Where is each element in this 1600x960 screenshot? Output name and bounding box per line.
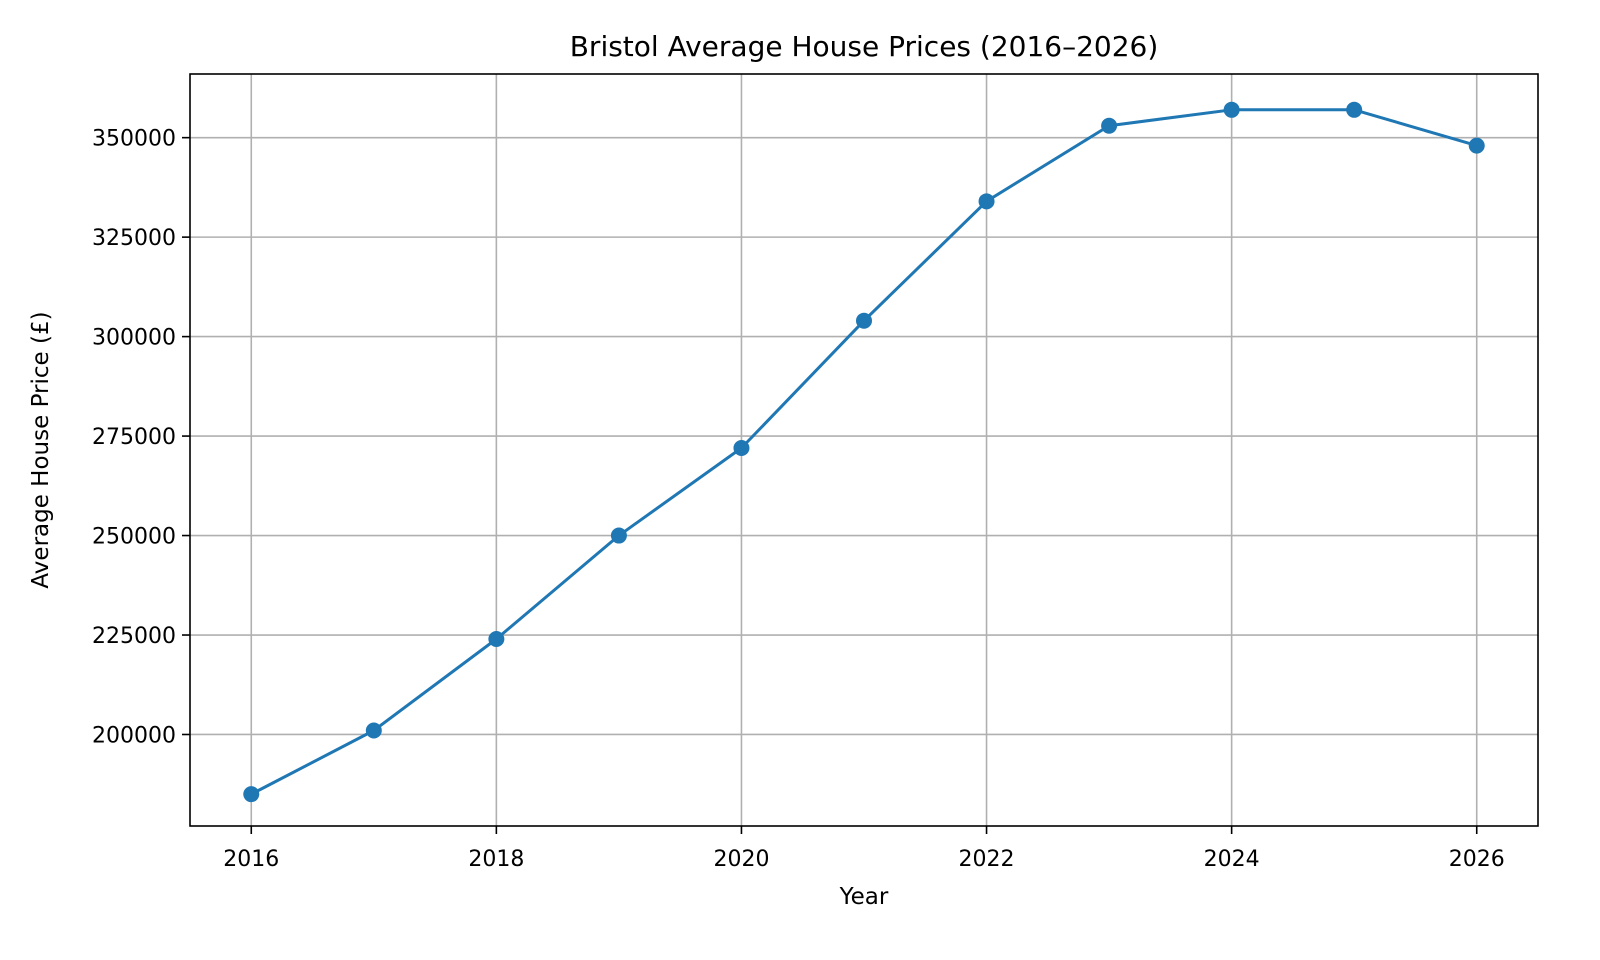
x-tick-label: 2022 — [959, 847, 1015, 872]
x-tick-label: 2020 — [713, 847, 769, 872]
y-tick-label: 200000 — [92, 723, 176, 748]
y-tick-label: 325000 — [92, 226, 176, 251]
data-point — [733, 440, 750, 457]
grid-layer — [190, 74, 1538, 826]
data-point — [1346, 101, 1363, 118]
y-tick-label: 350000 — [92, 127, 176, 152]
x-tick-label: 2016 — [223, 847, 279, 872]
data-point — [243, 786, 260, 803]
series-layer — [243, 101, 1485, 803]
plot-area: 2016 2018 2020 2022 2024 2026 200000 225000 2500… — [92, 73, 1539, 872]
y-axis-label: Average House Price (£) — [28, 311, 54, 588]
series-line — [249, 108, 1479, 796]
y-tick-label: 275000 — [92, 425, 176, 450]
data-point — [856, 312, 872, 329]
x-tick-label: 2026 — [1449, 847, 1505, 872]
data-point — [610, 527, 627, 544]
data-point — [1223, 101, 1240, 118]
chart-title: Bristol Average House Prices (2016–2026) — [570, 30, 1159, 63]
data-point — [978, 193, 995, 210]
y-tick-label: 300000 — [92, 326, 176, 351]
y-tick-label: 225000 — [92, 624, 176, 649]
data-point — [1468, 137, 1485, 154]
y-tick-label: 250000 — [92, 525, 176, 550]
tick-layer: 2016 2018 2020 2022 2024 2026 200000 225000 2500… — [92, 127, 1505, 872]
data-point — [488, 630, 505, 647]
x-tick-label: 2024 — [1204, 847, 1260, 872]
data-point — [1101, 117, 1118, 134]
x-axis-label: Year — [839, 884, 889, 910]
data-point — [365, 722, 382, 739]
x-tick-label: 2018 — [468, 847, 524, 872]
axes-frame — [189, 73, 1539, 827]
